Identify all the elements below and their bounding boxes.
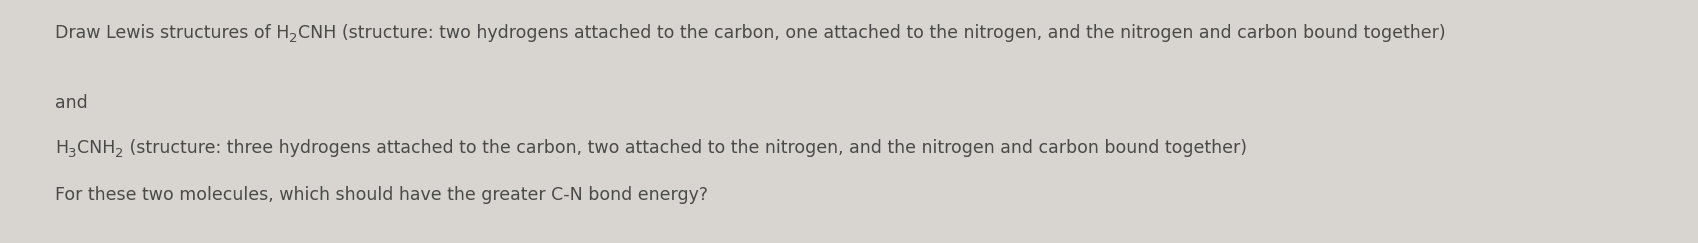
Text: CNH (structure: two hydrogens attached to the carbon, one attached to the nitrog: CNH (structure: two hydrogens attached t… [297, 24, 1445, 42]
Text: 2: 2 [115, 147, 124, 160]
Text: Draw Lewis structures of H: Draw Lewis structures of H [54, 24, 289, 42]
Text: CNH: CNH [76, 139, 115, 157]
Text: and: and [54, 94, 88, 112]
Text: For these two molecules, which should have the greater C-N bond energy?: For these two molecules, which should ha… [54, 186, 708, 204]
Text: 3: 3 [68, 147, 76, 160]
Text: (structure: three hydrogens attached to the carbon, two attached to the nitrogen: (structure: three hydrogens attached to … [124, 139, 1246, 157]
Text: H: H [54, 139, 68, 157]
Text: 2: 2 [289, 32, 297, 45]
